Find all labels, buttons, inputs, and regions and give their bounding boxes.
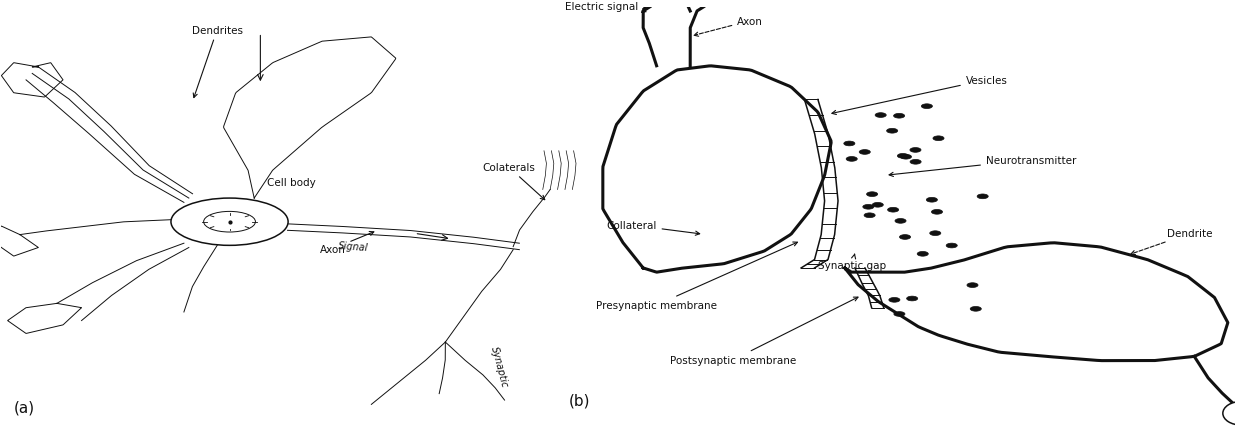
- Text: (b): (b): [570, 393, 591, 408]
- Ellipse shape: [921, 105, 932, 110]
- Text: Presynaptic membrane: Presynaptic membrane: [596, 243, 797, 310]
- Ellipse shape: [910, 160, 921, 165]
- Ellipse shape: [967, 283, 978, 288]
- Text: Synaptic gap: Synaptic gap: [818, 254, 886, 270]
- Text: Neurotransmitter: Neurotransmitter: [889, 155, 1077, 177]
- Ellipse shape: [847, 157, 858, 162]
- Ellipse shape: [929, 231, 941, 236]
- Polygon shape: [844, 243, 1227, 361]
- Text: Cell body: Cell body: [267, 178, 315, 188]
- Ellipse shape: [1222, 402, 1236, 425]
- Ellipse shape: [873, 203, 884, 208]
- Ellipse shape: [907, 297, 917, 301]
- Text: Synaptic: Synaptic: [488, 344, 509, 388]
- Ellipse shape: [900, 235, 911, 240]
- Text: Dendrites: Dendrites: [192, 25, 242, 99]
- Ellipse shape: [894, 114, 905, 119]
- Ellipse shape: [917, 252, 928, 257]
- Ellipse shape: [889, 298, 900, 303]
- Ellipse shape: [933, 137, 944, 141]
- Polygon shape: [603, 67, 831, 272]
- Text: Axon: Axon: [320, 232, 373, 254]
- Text: Vesicles: Vesicles: [832, 75, 1007, 115]
- Text: (a): (a): [14, 400, 35, 415]
- Ellipse shape: [875, 113, 886, 118]
- Ellipse shape: [910, 148, 921, 153]
- Text: Electric signal: Electric signal: [565, 2, 646, 14]
- Text: Postsynaptic membrane: Postsynaptic membrane: [670, 297, 858, 365]
- Ellipse shape: [171, 198, 288, 246]
- Text: Axon: Axon: [695, 17, 763, 37]
- Ellipse shape: [897, 154, 908, 159]
- Ellipse shape: [900, 155, 911, 160]
- Ellipse shape: [970, 307, 981, 311]
- Text: Signal: Signal: [337, 240, 368, 252]
- Ellipse shape: [864, 213, 875, 218]
- Ellipse shape: [947, 244, 957, 248]
- Text: Collateral: Collateral: [606, 220, 700, 236]
- Ellipse shape: [926, 198, 937, 203]
- Ellipse shape: [866, 192, 878, 197]
- Ellipse shape: [932, 210, 943, 215]
- Ellipse shape: [978, 194, 989, 199]
- Text: Colaterals: Colaterals: [482, 163, 545, 200]
- Ellipse shape: [844, 142, 855, 146]
- Ellipse shape: [204, 212, 256, 233]
- Ellipse shape: [859, 150, 870, 155]
- Ellipse shape: [863, 205, 874, 210]
- Ellipse shape: [887, 208, 899, 212]
- Ellipse shape: [895, 219, 906, 224]
- Text: Dendrite: Dendrite: [1131, 229, 1213, 255]
- Ellipse shape: [886, 129, 897, 134]
- Ellipse shape: [894, 312, 905, 317]
